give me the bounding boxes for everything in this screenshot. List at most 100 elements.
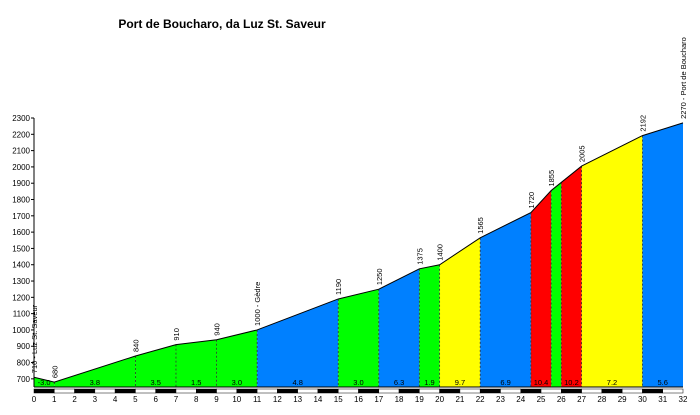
elevation-label: 1720 [527,192,536,209]
y-tick-label: 1000 [12,326,30,335]
segment-area-13 [561,166,582,387]
km-bar-cell [419,388,440,394]
gradient-label: 10.4 [534,378,549,387]
x-tick-label: 1 [52,395,57,404]
km-scale-bar: 0 1 2 3 4 5 6 7 8 9 10 11 12 13 14 15 16 17 18 19 20 21 22 23 24… [32,388,688,404]
elevation-label: 1375 [415,248,424,265]
x-tick-label: 8 [194,395,199,404]
x-tick-label: 24 [516,395,525,404]
y-tick-label: 900 [17,342,31,351]
segment-area-14 [581,135,643,387]
x-tick-label: 10 [232,395,241,404]
km-bar-cell [175,388,197,394]
gradient-label: 6.9 [500,378,510,387]
x-tick-label: 21 [455,395,464,404]
km-bar-cell [74,388,96,394]
km-bar-cell [114,388,136,394]
elevation-label: 940 [213,323,222,336]
profile-outline [33,122,684,383]
x-tick-label: 23 [496,395,505,404]
gradient-label: 1.5 [191,378,201,387]
elevation-label: 680 [50,366,59,379]
elevation-label: 1000 - Gèdre [253,282,262,326]
gradient-label: 10.2 [564,378,579,387]
km-bar-cell [277,388,298,394]
km-bar-cell [216,388,238,394]
gradient-label: 6.3 [394,378,404,387]
km-bar-cell [155,388,177,394]
y-tick-label: 1500 [12,244,30,253]
elevation-label: 2192 [638,115,647,132]
elevation-label: 1250 [375,268,384,285]
y-tick-label: 1400 [12,261,30,270]
segment-dividers [53,135,643,387]
km-bar-cell [317,388,339,394]
km-bar-cell [358,388,380,394]
gradient-label: 3.5 [150,378,160,387]
elevation-label: 840 [131,340,140,353]
segment-area-4 [216,329,258,387]
x-tick-label: 22 [476,395,485,404]
chart-title: Port de Boucharo, da Luz St. Saveur [118,17,326,31]
gradient-label: 5.6 [658,378,668,387]
km-bar-cell [601,388,623,394]
x-tick-label: 18 [395,395,404,404]
segment-area-0 [34,377,55,387]
km-bar-cell [459,388,481,394]
x-tick-label: 32 [679,395,688,404]
km-bar-cell [337,388,359,394]
x-tick-label: 30 [638,395,647,404]
segment-area-5 [257,298,339,387]
elevation-labels: 710 - Luz St. Saveur 680 840 910 940 1000 - G… [30,37,688,378]
y-tick-label: 1800 [12,196,30,205]
segment-area-2 [135,344,176,387]
segment-area-10 [480,212,531,387]
segment-area-12 [551,182,562,387]
km-bar-cell [561,388,582,394]
y-tick-label: 2200 [12,130,30,139]
y-tick-label: 2300 [12,114,30,123]
profile-areas [34,122,683,387]
elevation-label: 910 [172,328,181,341]
km-bar-cell [642,388,663,394]
km-bar-cell [256,388,278,394]
km-bar-cell [520,388,542,394]
km-bar-cell [54,388,75,394]
x-tick-label: 27 [577,395,586,404]
y-tick-label: 1700 [12,212,30,221]
gradient-label: -3.0 [38,378,51,387]
x-tick-label: 20 [435,395,444,404]
km-bar-cell [378,388,400,394]
elevation-label: 1190 [334,279,343,295]
x-tick-label: 9 [214,395,219,404]
km-bar-cell [621,388,643,394]
y-tick-label: 1200 [12,293,30,302]
gradient-labels: -3.0 3.8 3.5 1.5 3.0 4.8 3.0 6.3 1.9 9.7 6.9 10.4 10… [38,378,668,387]
segment-area-1 [54,356,136,387]
segment-area-9 [439,237,481,387]
km-bar-cell [33,388,55,394]
x-tick-label: 25 [537,395,546,404]
x-tick-label: 29 [618,395,627,404]
y-tick-label: 1300 [12,277,30,286]
segment-area-11 [530,190,552,387]
x-tick-label: 12 [273,395,282,404]
x-tick-label: 11 [253,395,262,404]
segment-area-7 [378,268,420,387]
km-bar-cell [500,388,521,394]
km-bar-cell [196,388,217,394]
km-bar-cell [236,388,258,394]
x-tick-label: 17 [374,395,383,404]
elevation-label: 2005 [578,145,587,162]
gradient-label: 3.0 [232,378,242,387]
km-bar-cell [135,388,156,394]
x-tick-label: 13 [293,395,302,404]
y-tick-label: 700 [17,375,31,384]
x-tick-label: 3 [93,395,98,404]
y-tick-label: 1100 [13,310,31,319]
x-tick-label: 14 [313,395,322,404]
elevation-label: 1855 [547,170,556,187]
km-bar-cell [479,388,501,394]
km-bar-cell [297,388,319,394]
